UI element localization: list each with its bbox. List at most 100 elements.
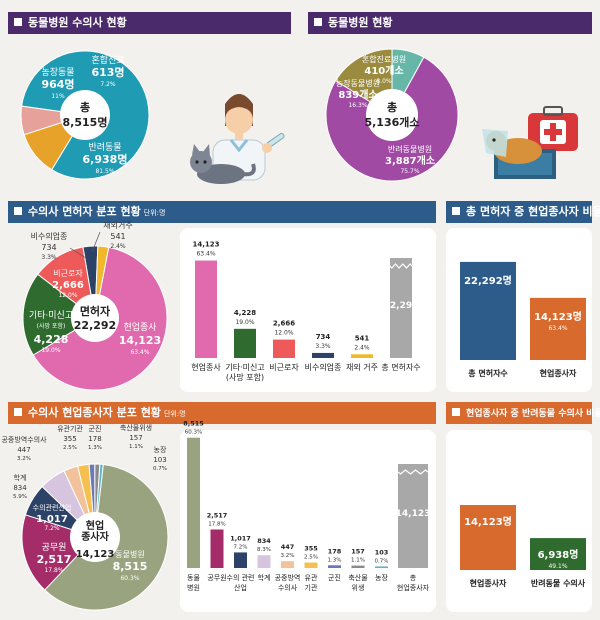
bar-category-label: 총 면허자수 <box>381 362 420 372</box>
bar-value-label: 834 <box>257 537 271 545</box>
section-header-vets: 동물병원 수의사 현황 <box>8 12 291 34</box>
section-title: 현업종사자 중 반려동물 수의사 비율 <box>466 409 600 419</box>
pie-center-label: 총 <box>80 100 90 114</box>
slice-value: 3,887개소 <box>385 154 435 167</box>
bar-break-mark <box>389 263 413 269</box>
section-title: 동물병원 현황 <box>328 16 393 29</box>
slice-value: 839개소 <box>338 88 377 101</box>
panel-bars-working <box>180 430 436 612</box>
bar-value-label: 355 <box>304 545 318 553</box>
bullet-square-icon <box>314 18 322 26</box>
bar-value-label: 2,666 <box>273 320 295 328</box>
bar-value-label: 22,292명 <box>464 274 512 287</box>
bar-pct-label: 0.7% <box>375 558 389 564</box>
slice-name: 농장동물병원 <box>336 78 380 88</box>
slice-name: 농장 <box>154 445 167 454</box>
section-title: 수의사 현업종사자 분포 현황 <box>28 406 161 419</box>
bar <box>234 328 256 358</box>
bar-value-label: 734 <box>316 333 331 341</box>
bar-value-label: 8,515 <box>183 420 204 428</box>
bar-category-label: 현업종사자 <box>470 578 507 588</box>
pie-center-label: 총 <box>387 100 397 114</box>
slice-value: 4,228 <box>34 333 69 346</box>
slice-pct: 7.2% <box>44 525 60 532</box>
bar-category-label: 축산물 <box>348 573 368 582</box>
pie-center-value: 5,136개소 <box>364 115 419 129</box>
pie-center-label: 종사자 <box>81 530 109 543</box>
slice-pct: 1.3% <box>88 445 102 451</box>
slice-name: 동물병원 <box>115 550 144 559</box>
bar <box>195 260 217 358</box>
bar <box>398 464 428 568</box>
slice-pct: 60.3% <box>120 575 139 582</box>
bar <box>530 297 586 360</box>
slice-value: 447 <box>17 446 30 454</box>
bar-category-label: 공무원 <box>207 573 226 582</box>
bullet-square-icon <box>14 207 22 215</box>
pie-center-value: 14,123 <box>76 549 115 560</box>
bar <box>187 437 200 568</box>
bar-value-label: 103 <box>375 548 389 556</box>
bar-pct-label: 12.0% <box>274 330 293 337</box>
slice-name: 혼합진료 <box>91 54 124 66</box>
bar-category-label: 공중방역 <box>275 573 301 582</box>
bar-pct-label: 2.5% <box>304 555 318 561</box>
slice-value: 964명 <box>41 77 74 91</box>
slice-value: 14,123 <box>119 334 161 347</box>
pie-center-value: 8,515명 <box>63 115 108 129</box>
slice-pct: 7.2% <box>100 81 116 88</box>
leader-line <box>69 247 87 259</box>
bar-break-mark <box>397 469 429 475</box>
bar <box>460 505 516 570</box>
slice-name: 군진 <box>89 424 102 433</box>
section-title: 수의사 면허자 분포 현황 <box>28 205 141 218</box>
slice-value: 1,017 <box>36 514 68 525</box>
bar-category-label: 동물 <box>187 574 200 582</box>
slice-value: 541 <box>110 232 125 241</box>
slice-name: 축산물위생 <box>120 423 152 432</box>
slice-value: 613명 <box>91 65 124 79</box>
slice-name: 재외거주 <box>103 220 132 230</box>
bar-value-label: 22,292 <box>384 301 419 311</box>
bar-category-label: 농장 <box>375 573 388 582</box>
bar-category-label: 총 면허자수 <box>468 368 508 378</box>
bar-category-label: 기관 <box>305 583 318 592</box>
bullet-square-icon <box>14 18 22 26</box>
slice-pct: 0.7% <box>153 466 167 472</box>
slice-name: 비근로자 <box>53 269 83 278</box>
bar-pct-label: 8.3% <box>257 547 271 553</box>
first-aid-kit-icon <box>528 106 578 151</box>
bar-category-label: 군진 <box>328 573 341 582</box>
bar-pct-label: 60.3% <box>185 430 202 436</box>
slice-value: 355 <box>63 435 76 443</box>
pie-center <box>71 294 119 342</box>
pie-center <box>366 89 418 141</box>
bar <box>257 555 271 568</box>
bar-pct-label: 2.4% <box>354 344 370 351</box>
pet-illustration <box>482 106 578 179</box>
slice-pct: 2.5% <box>63 445 77 451</box>
slice-pct: 12.0% <box>58 292 77 299</box>
bar-pct-label: 1.3% <box>328 557 342 563</box>
slice-value: 734 <box>41 243 56 252</box>
bar-value-label: 4,228 <box>234 309 256 317</box>
slice-value: 178 <box>88 435 101 443</box>
bar-category-label: 현업종사자 <box>540 368 577 378</box>
bar-category-label: 산업 <box>234 583 247 592</box>
section-title: 총 면허자 중 현업종사자 비율 <box>466 205 600 218</box>
section-title: 동물병원 수의사 현황 <box>28 16 127 29</box>
slice-name: 수의관련산업 <box>33 503 72 512</box>
bar <box>273 339 295 358</box>
slice-pct: 5.9% <box>13 494 27 500</box>
bar-pct-label: 3.3% <box>315 343 331 350</box>
section-header-license: 수의사 면허자 분포 현황 단위:명 <box>8 201 436 223</box>
bar-pct-label: 7.2% <box>234 544 248 550</box>
slice-name: 기타·미신고 <box>29 310 73 321</box>
bar-pct-label: 63.4% <box>548 325 567 332</box>
bar-category-label: 병원 <box>187 583 200 592</box>
